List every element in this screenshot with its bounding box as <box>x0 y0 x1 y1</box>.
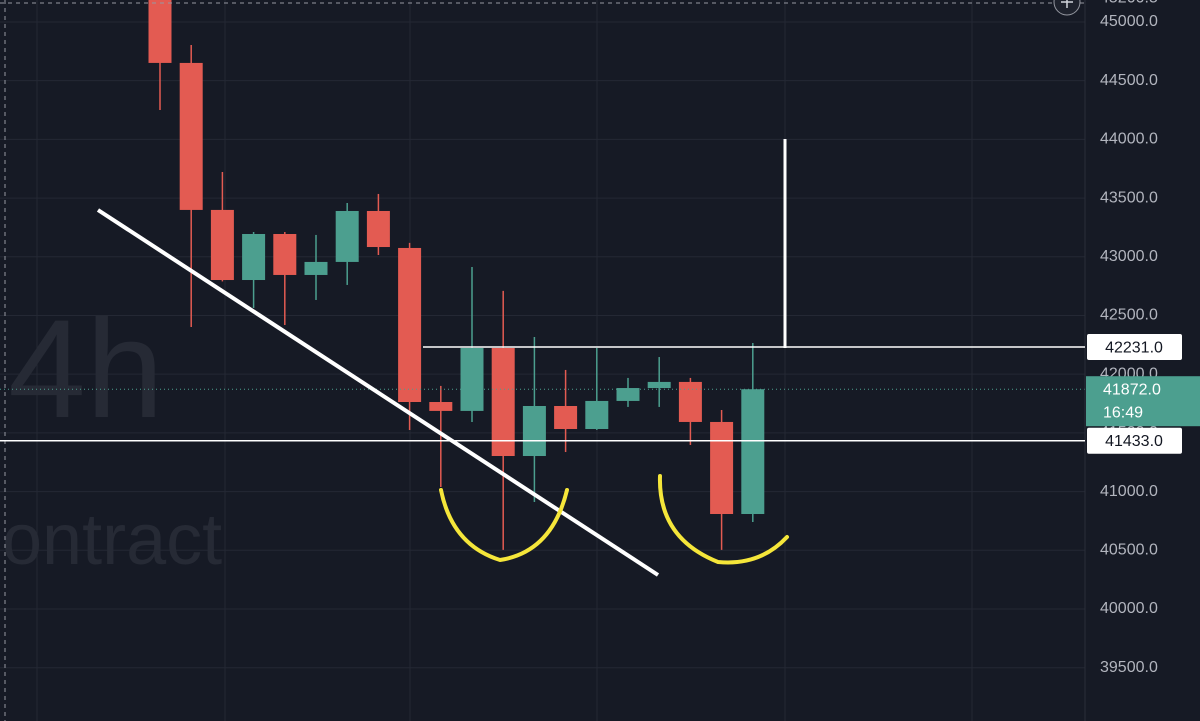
price-label: 42231.0 <box>1105 339 1163 356</box>
current-price-box <box>1086 376 1200 427</box>
candle-body <box>460 347 484 411</box>
y-tick-label: 44000.0 <box>1100 131 1158 148</box>
price-label-box <box>1087 427 1182 454</box>
candle-body <box>522 405 546 457</box>
add-button-icon[interactable] <box>1061 0 1073 8</box>
candle-body <box>491 347 515 457</box>
candle-body <box>366 210 390 248</box>
candle-body <box>273 233 297 275</box>
candle-body <box>554 405 578 430</box>
candle-body <box>678 381 702 422</box>
trend-line <box>96 208 660 577</box>
bottom-curve <box>657 474 789 565</box>
candle-body <box>210 209 234 281</box>
y-tick-label: 43000.0 <box>1100 248 1158 265</box>
candle-body <box>179 62 203 210</box>
y-tick-label: 42500.0 <box>1100 307 1158 324</box>
candle-body <box>304 261 328 275</box>
price-label: 41433.0 <box>1105 433 1163 450</box>
candle-body <box>585 400 609 430</box>
y-tick-label: 40000.0 <box>1100 600 1158 617</box>
add-button[interactable] <box>1053 0 1081 16</box>
candle-body <box>429 402 453 411</box>
candle-body <box>148 0 172 63</box>
countdown-label: 16:49 <box>1103 404 1143 421</box>
candle-body <box>741 389 765 515</box>
candle-body <box>242 233 266 281</box>
watermark: 4h <box>8 290 164 447</box>
y-tick-label: 45000.0 <box>1100 13 1158 30</box>
y-tick-label: 40500.0 <box>1100 542 1158 559</box>
candle-body <box>647 381 671 389</box>
candle-body <box>616 388 640 401</box>
drawings <box>96 139 789 577</box>
axis-background <box>1085 0 1200 721</box>
top-price-label: 45200.5 <box>1100 0 1158 7</box>
plot-area <box>0 0 1085 550</box>
price-label-box <box>1087 334 1182 361</box>
price-axis: 39500.040000.040500.041000.041500.042000… <box>1084 0 1200 721</box>
y-tick-label: 44500.0 <box>1100 72 1158 89</box>
bottom-curve <box>439 488 569 563</box>
y-tick-label: 39500.0 <box>1100 659 1158 676</box>
candle-body <box>335 210 359 262</box>
current-price-label: 41872.0 <box>1103 381 1161 398</box>
watermark: ontract <box>2 500 222 580</box>
y-tick-label: 43500.0 <box>1100 189 1158 206</box>
candle-body <box>398 247 422 403</box>
candle-body <box>710 421 734 515</box>
y-tick-label: 41000.0 <box>1100 483 1158 500</box>
